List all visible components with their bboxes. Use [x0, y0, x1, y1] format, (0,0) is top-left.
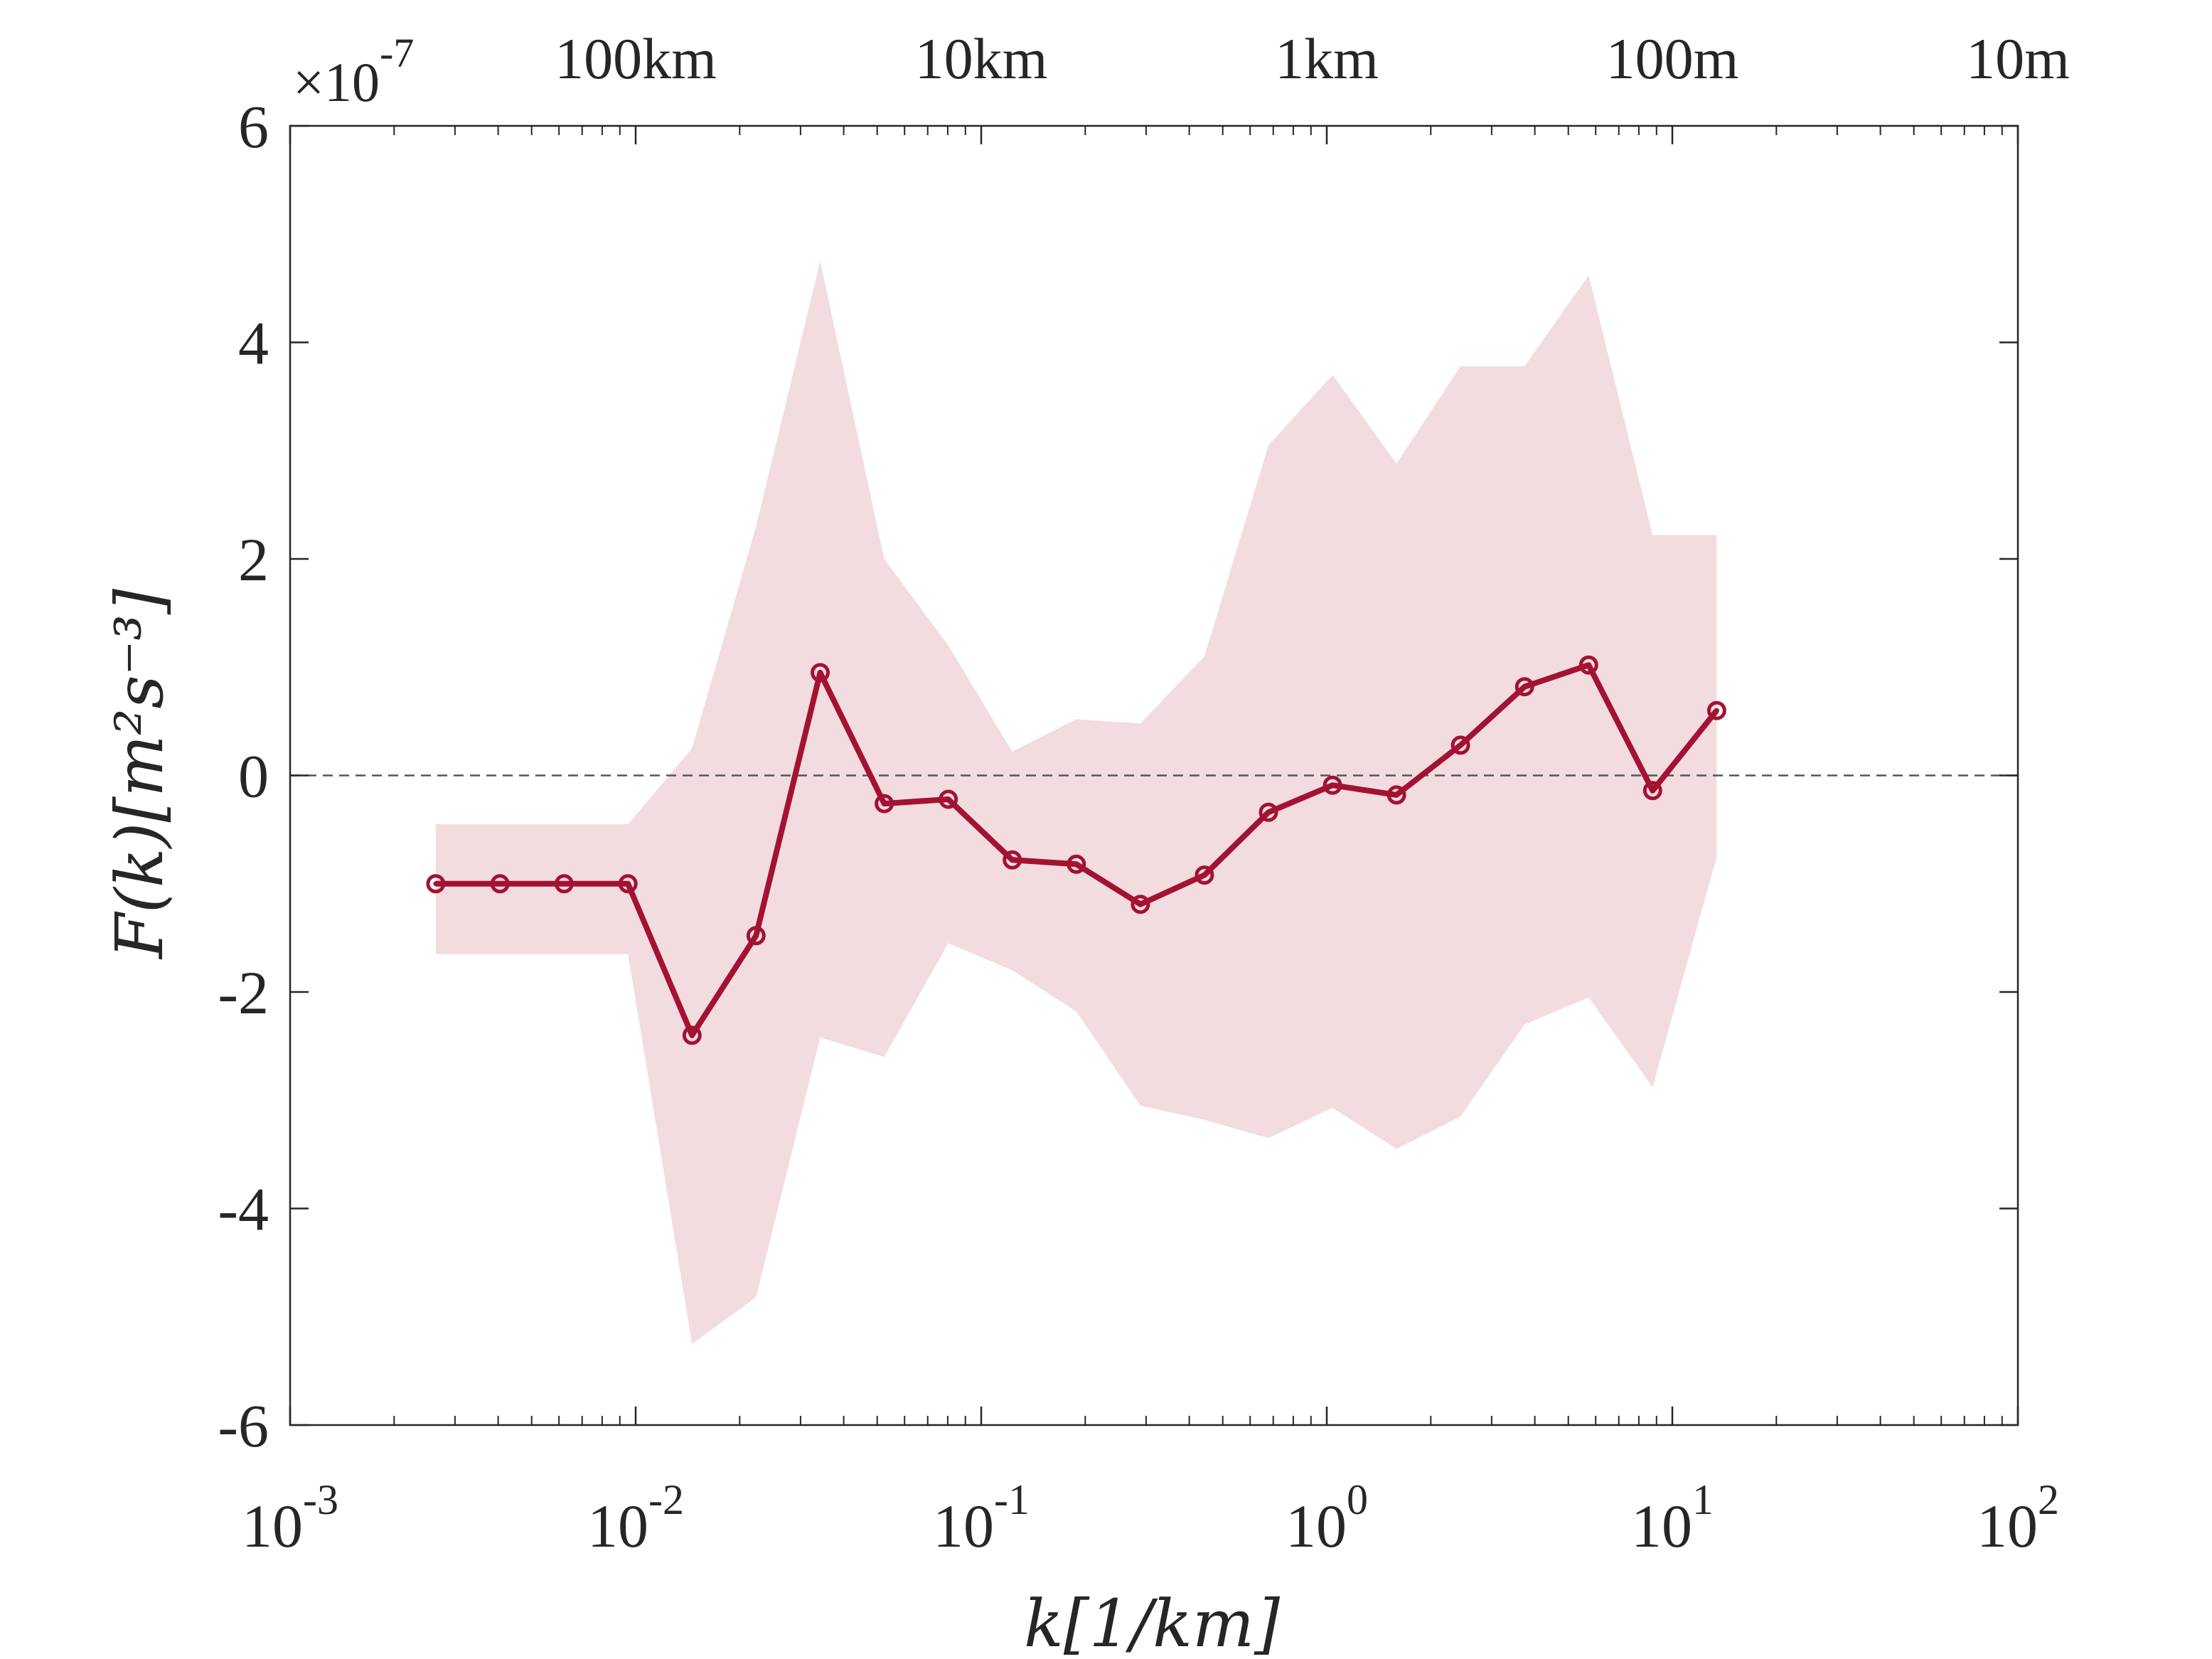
- x-tick-label: 100: [1286, 1476, 1368, 1560]
- x-tick-label-base: 10: [587, 1492, 648, 1560]
- x-tick-label-base: 10: [1286, 1492, 1347, 1560]
- data-point-center: [1202, 873, 1207, 878]
- y-tick-label: 0: [238, 742, 269, 811]
- data-point: [490, 874, 510, 894]
- data-point-center: [1394, 792, 1399, 798]
- data-point-center: [1266, 809, 1271, 815]
- data-point-center: [1010, 857, 1015, 863]
- x-tick-label-exponent: -2: [648, 1476, 684, 1523]
- data-point: [939, 789, 958, 809]
- x-tick-label-base: 10: [1631, 1492, 1692, 1560]
- data-point-center: [946, 796, 951, 802]
- data-point: [1706, 700, 1726, 720]
- top-scale-label: 10m: [1966, 26, 2070, 91]
- data-point-center: [1522, 684, 1527, 690]
- x-axis-label: k[1/km]: [1024, 1586, 1280, 1659]
- data-point-center: [1458, 742, 1463, 748]
- data-point-center: [1138, 902, 1143, 907]
- y-axis-multiplier-exponent: -7: [380, 30, 414, 76]
- data-point: [1642, 781, 1662, 801]
- data-point: [1003, 850, 1022, 870]
- data-point: [1259, 802, 1278, 822]
- axes-layer: [289, 124, 2019, 1426]
- data-point-center: [497, 881, 503, 887]
- x-tick-label-exponent: 2: [2038, 1476, 2059, 1523]
- series-layer: [426, 655, 1726, 1045]
- data-point-center: [818, 670, 823, 676]
- data-point-center: [689, 1033, 695, 1038]
- data-point: [1578, 655, 1598, 675]
- data-point: [426, 874, 446, 894]
- data-point: [1514, 677, 1534, 697]
- data-point-center: [1586, 662, 1591, 668]
- data-point: [875, 794, 894, 814]
- x-tick-label: 10-1: [933, 1476, 1030, 1560]
- data-point-center: [1714, 708, 1719, 713]
- x-tick-label-base: 10: [242, 1492, 303, 1560]
- y-tick-label: -4: [218, 1175, 269, 1244]
- uncertainty-band: [435, 261, 1717, 1344]
- data-point: [1195, 865, 1214, 885]
- x-tick-label: 101: [1631, 1476, 1714, 1560]
- top-scale-label: 100m: [1606, 26, 1739, 91]
- data-point-center: [1330, 782, 1335, 788]
- x-tick-label-exponent: -3: [303, 1476, 338, 1523]
- y-tick-label: 4: [238, 309, 269, 378]
- top-scale-label: 10km: [915, 26, 1048, 91]
- data-point: [1131, 895, 1150, 914]
- x-tick-label: 102: [1977, 1476, 2059, 1560]
- data-point: [554, 874, 574, 894]
- y-tick-label: -6: [218, 1392, 269, 1460]
- x-tick-label-base: 10: [1977, 1492, 2038, 1560]
- data-point: [1386, 785, 1406, 805]
- data-point: [682, 1025, 702, 1045]
- data-point: [1067, 854, 1086, 874]
- top-scale-label: 1km: [1275, 26, 1379, 91]
- data-point: [1450, 735, 1470, 755]
- top-scale-label: 100km: [555, 26, 717, 91]
- y-axis-multiplier-base: ×10: [293, 51, 380, 113]
- data-point: [1323, 775, 1342, 795]
- data-point-center: [1650, 788, 1655, 794]
- x-tick-label: 10-3: [242, 1476, 338, 1560]
- data-point: [811, 663, 830, 683]
- data-point-center: [753, 933, 759, 939]
- data-point-center: [625, 881, 631, 887]
- x-tick-label-exponent: 0: [1347, 1476, 1368, 1523]
- y-tick-label: 6: [238, 92, 269, 161]
- data-point-center: [1074, 861, 1079, 867]
- data-point: [746, 926, 766, 946]
- x-tick-label-exponent: -1: [994, 1476, 1030, 1523]
- y-axis-label: F(k)[m²s⁻³]: [102, 589, 178, 960]
- x-tick-label-base: 10: [933, 1492, 994, 1560]
- y-tick-label: -2: [218, 959, 269, 1027]
- y-axis-multiplier: ×10-7: [293, 30, 414, 113]
- data-point-center: [561, 881, 567, 887]
- data-point-center: [433, 881, 439, 887]
- x-tick-label: 10-2: [587, 1476, 684, 1560]
- data-point-center: [882, 801, 887, 806]
- y-tick-label: 2: [238, 526, 269, 594]
- x-tick-label-exponent: 1: [1692, 1476, 1714, 1523]
- uncertainty-band-layer: [435, 261, 1717, 1344]
- data-point: [618, 874, 638, 894]
